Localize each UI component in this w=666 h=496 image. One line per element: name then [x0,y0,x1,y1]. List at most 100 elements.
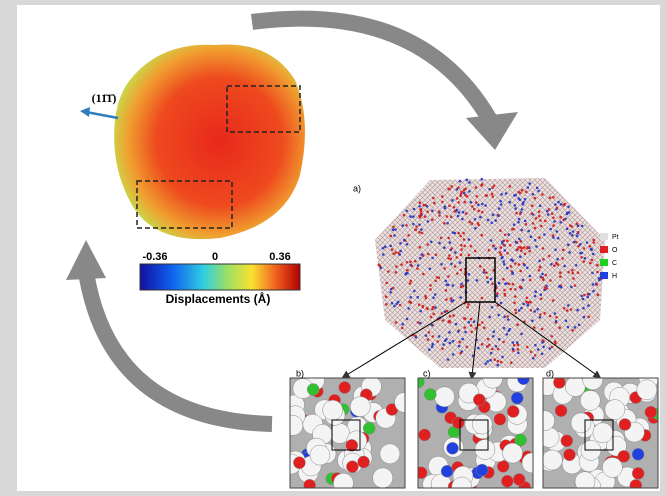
adsorbate [417,264,420,267]
adsorbate [403,239,406,242]
adsorbate [549,228,552,231]
adsorbate [502,278,505,281]
adsorbate [399,304,402,307]
adsorbate [507,330,510,333]
adsorbate [559,221,562,224]
adsorbate [412,215,415,218]
adsorbate [481,183,484,186]
adsorbate [447,188,450,191]
adsorbate [530,212,533,215]
adsorbate [506,315,509,318]
adsorbate [520,307,523,310]
adsorbate [552,224,555,227]
adsorbate [420,212,423,215]
adsorbate [497,348,500,351]
adsorbate [542,247,545,250]
adsorbate [531,205,534,208]
adsorbate [429,284,432,287]
adsorbate [431,345,434,348]
adsorbate [479,216,482,219]
adsorbate [487,360,490,363]
adsorbate [574,326,577,329]
atom [452,477,472,496]
adsorbate [538,269,541,272]
adsorbate [456,256,459,259]
adsorbate [488,316,491,319]
adsorbate [512,348,515,351]
adsorbate [436,340,439,343]
adsorbate [425,297,428,300]
adsorbate [544,274,547,277]
adsorbate [424,215,427,218]
adsorbate [564,218,567,221]
adsorbate [526,267,529,270]
adsorbate [494,219,497,222]
adsorbate [452,314,455,317]
adsorbate [521,208,524,211]
adsorbate [464,201,467,204]
adsorbate [477,347,480,350]
adsorbate [409,282,412,285]
adsorbate [559,271,562,274]
adsorbate [431,257,434,260]
adsorbate [512,283,515,286]
atom [373,468,393,488]
adsorbate [481,297,484,300]
adsorbate [500,203,503,206]
adsorbate [395,271,398,274]
adsorbate [508,283,511,286]
atom [452,417,464,429]
atom [472,414,492,434]
adsorbate [569,232,572,235]
adsorbate [583,316,586,319]
adsorbate [573,241,576,244]
adsorbate [438,242,441,245]
atom [380,444,400,464]
adsorbate [459,180,462,183]
adsorbate [457,201,460,204]
legend-label: Pt [612,234,619,241]
adsorbate [554,203,557,206]
adsorbate [415,228,418,231]
adsorbate [591,259,594,262]
adsorbate [463,192,466,195]
adsorbate [453,206,456,209]
adsorbate [528,182,531,185]
adsorbate [583,294,586,297]
adsorbate [397,252,400,255]
adsorbate [438,335,441,338]
adsorbate [495,345,498,348]
adsorbate [445,338,448,341]
adsorbate [460,244,463,247]
adsorbate [542,258,545,261]
adsorbate [593,241,596,244]
adsorbate [592,239,595,242]
adsorbate [496,292,499,295]
adsorbate [389,245,392,248]
adsorbate [471,222,474,225]
adsorbate [459,261,462,264]
adsorbate [497,314,500,317]
adsorbate [416,296,419,299]
adsorbate [563,265,566,268]
adsorbate [442,343,445,346]
adsorbate [524,220,527,223]
adsorbate [410,301,413,304]
adsorbate [496,364,499,367]
adsorbate [558,326,561,329]
adsorbate [503,244,506,247]
adsorbate [450,215,453,218]
panel-label: a) [353,183,361,193]
adsorbate [410,280,413,283]
adsorbate [592,290,595,293]
adsorbate [430,241,433,244]
adsorbate [500,302,503,305]
adsorbate [540,293,543,296]
atom [619,419,631,431]
adsorbate [542,346,545,349]
atom [565,377,585,397]
adsorbate [541,328,544,331]
atom [645,406,657,418]
adsorbate [431,324,434,327]
adsorbate [457,215,460,218]
